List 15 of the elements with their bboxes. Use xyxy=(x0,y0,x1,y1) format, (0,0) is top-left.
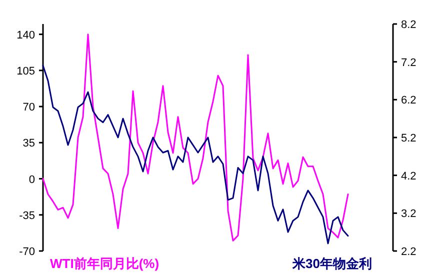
legend: WTI前年同月比(%) 米30年物金利 xyxy=(50,256,372,271)
y2-tick-label: 6.2 xyxy=(401,94,416,107)
y2-tick-label: 3.2 xyxy=(401,208,416,220)
y-tick-label: 35 xyxy=(22,138,35,150)
y2-tick-label: 2.2 xyxy=(401,246,416,258)
y-tick-label: 140 xyxy=(16,29,35,42)
y2-tick-label: 7.2 xyxy=(401,56,416,69)
y2-tick-label: 4.2 xyxy=(401,170,416,182)
y-tick-label: 0 xyxy=(28,174,35,186)
y-tick-label: 105 xyxy=(16,65,35,78)
y-tick-label: 70 xyxy=(22,102,35,114)
y-tick-label: -70 xyxy=(19,246,35,258)
y-tick-label: -35 xyxy=(19,210,35,222)
y2-tick-label: 5.2 xyxy=(401,132,416,144)
y2-tick-label: 8.2 xyxy=(401,19,416,31)
